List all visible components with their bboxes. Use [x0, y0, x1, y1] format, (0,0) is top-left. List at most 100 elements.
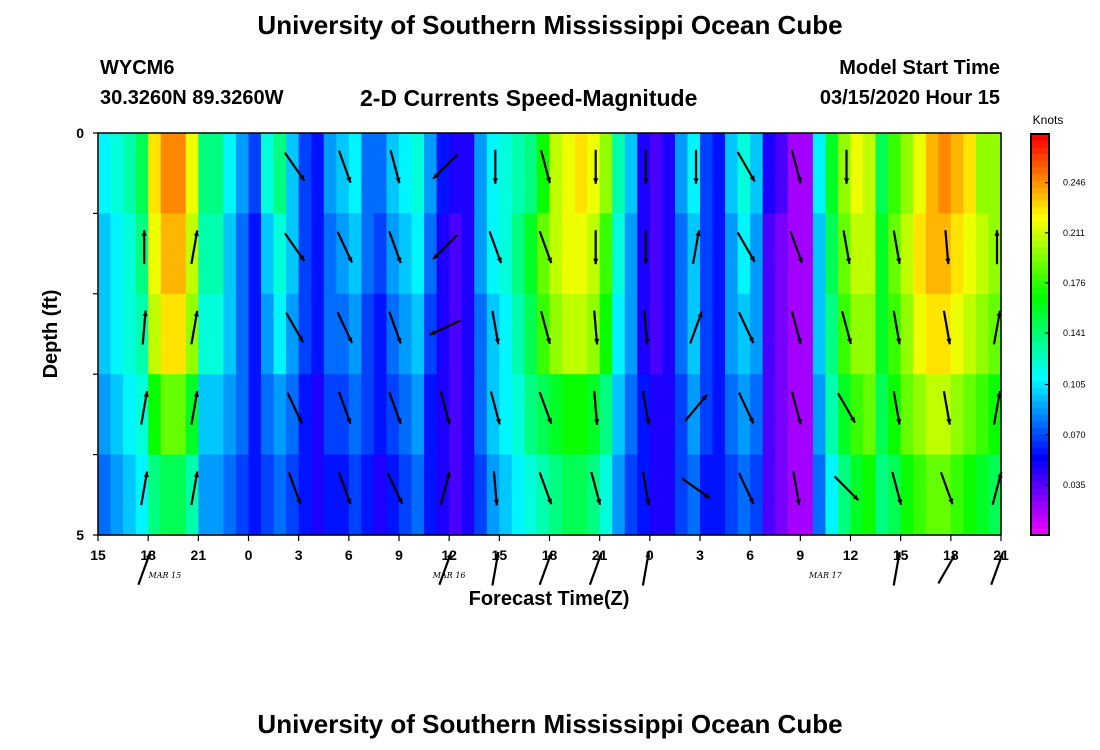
vector-arrow-shaft	[137, 552, 152, 586]
heatmap-cell	[160, 293, 174, 375]
vector-arrow-head	[347, 337, 353, 343]
colorbar-band	[1031, 287, 1049, 296]
vector-arrow-head	[143, 391, 149, 397]
heatmap-cell	[449, 293, 463, 375]
colorbar-band	[1031, 508, 1049, 516]
heatmap-cell	[373, 293, 388, 375]
heatmap-cell	[825, 293, 839, 375]
vector-arrow-head	[298, 336, 304, 343]
heatmap-cell	[210, 374, 225, 456]
vector-arrow-shaft	[538, 552, 553, 586]
vector-arrow-shaft	[491, 310, 500, 345]
heatmap-cell	[160, 374, 174, 456]
heatmap-cell	[474, 133, 488, 214]
vector-arrow-head	[748, 337, 754, 343]
heatmap-cell	[323, 213, 337, 295]
vector-arrow-shaft	[641, 391, 650, 425]
vector-arrow-head	[994, 230, 1000, 236]
vector-arrow-head	[644, 338, 650, 345]
vector-arrow-shaft	[439, 471, 451, 506]
station-id: WYCM6	[100, 57, 175, 79]
heatmap-cell	[562, 213, 576, 295]
heatmap-cell	[624, 293, 638, 375]
heatmap-cell	[913, 293, 927, 375]
vector-arrow-head	[594, 338, 600, 345]
heatmap-cell	[674, 213, 689, 295]
vector-arrow-head	[948, 498, 954, 505]
heatmap-cell	[549, 454, 563, 536]
heatmap-cell	[837, 454, 852, 536]
vector-arrow-head	[643, 258, 649, 265]
heatmap-cell	[286, 293, 300, 375]
colorbar-band	[1031, 194, 1049, 202]
vector-arrow-head	[397, 497, 403, 504]
heatmap-cell	[148, 454, 162, 536]
vector-arrow-shaft	[736, 231, 756, 263]
heatmap-cell	[524, 454, 538, 536]
heatmap-cell	[637, 293, 651, 375]
heatmap-cell	[223, 374, 237, 456]
model-start-value: 03/15/2020 Hour 15	[819, 87, 1000, 109]
vector-arrow-shaft	[833, 475, 860, 502]
heatmap-cell	[348, 213, 362, 295]
colorbar-band	[1031, 147, 1049, 155]
heatmap-cell	[913, 133, 927, 214]
heatmap-cell	[486, 133, 500, 214]
vector-arrow-head	[193, 471, 199, 478]
heatmap-cell	[812, 293, 827, 375]
vector-arrow-shaft	[283, 232, 306, 262]
heatmap-cell	[913, 374, 927, 456]
vector-arrow-head	[299, 174, 305, 181]
heatmap-cell	[348, 374, 362, 456]
heatmap-cell	[850, 133, 864, 214]
heatmap-cell	[900, 213, 914, 295]
heatmap-cell	[449, 133, 463, 214]
heatmap-cell	[950, 213, 964, 295]
vector-arrow-shaft	[432, 153, 458, 180]
x-tick-label: 15	[893, 547, 909, 563]
vector-arrow-shaft	[140, 391, 149, 425]
heatmap-cell	[511, 374, 526, 456]
heatmap-cell	[411, 213, 425, 295]
vector-arrow-head	[547, 418, 552, 424]
heatmap-cell	[173, 213, 187, 295]
vector-arrow-shaft	[641, 471, 650, 506]
heatmap-cell	[173, 293, 187, 375]
heatmap-cell	[574, 454, 588, 536]
heatmap-cell	[511, 213, 526, 295]
heatmap-cell	[373, 454, 388, 536]
vector-arrow-head	[593, 258, 599, 265]
colorbar-band	[1031, 281, 1049, 289]
colorbar-band	[1031, 140, 1049, 149]
colorbar-band	[1031, 294, 1049, 302]
vector-arrow-head	[749, 175, 755, 182]
vector-arrow-head	[494, 338, 500, 345]
colorbar-band	[1031, 387, 1049, 396]
heatmap-cell	[248, 374, 262, 456]
heatmap-cell	[712, 293, 726, 375]
heatmap-cell	[938, 374, 952, 456]
heatmap-cell	[725, 374, 739, 456]
vector-arrow-shaft	[892, 551, 901, 586]
heatmap-cell	[198, 374, 212, 456]
colorbar-tick-label: 0.141	[1063, 328, 1086, 338]
heatmap-cell	[348, 293, 362, 375]
vector-arrow-shaft	[790, 150, 802, 184]
heatmap-cell	[863, 374, 877, 456]
heatmap-cell	[825, 213, 839, 295]
heatmap-cell	[261, 454, 275, 536]
heatmap-cell	[850, 454, 864, 536]
heatmap-cell	[123, 213, 137, 295]
colorbar-band	[1031, 414, 1049, 423]
heatmap-cell	[424, 374, 438, 456]
heatmap-cell	[311, 293, 325, 375]
heatmap-cell	[348, 133, 362, 214]
heatmap-cell	[499, 133, 513, 214]
heatmap-cell	[110, 454, 124, 536]
vector-arrow-shaft	[991, 471, 1003, 506]
vector-arrow-head	[546, 338, 551, 344]
heatmap-cell	[612, 454, 626, 536]
colorbar-band	[1031, 274, 1049, 282]
vector-arrow-shaft	[792, 471, 801, 506]
vector-arrow-head	[896, 258, 902, 264]
